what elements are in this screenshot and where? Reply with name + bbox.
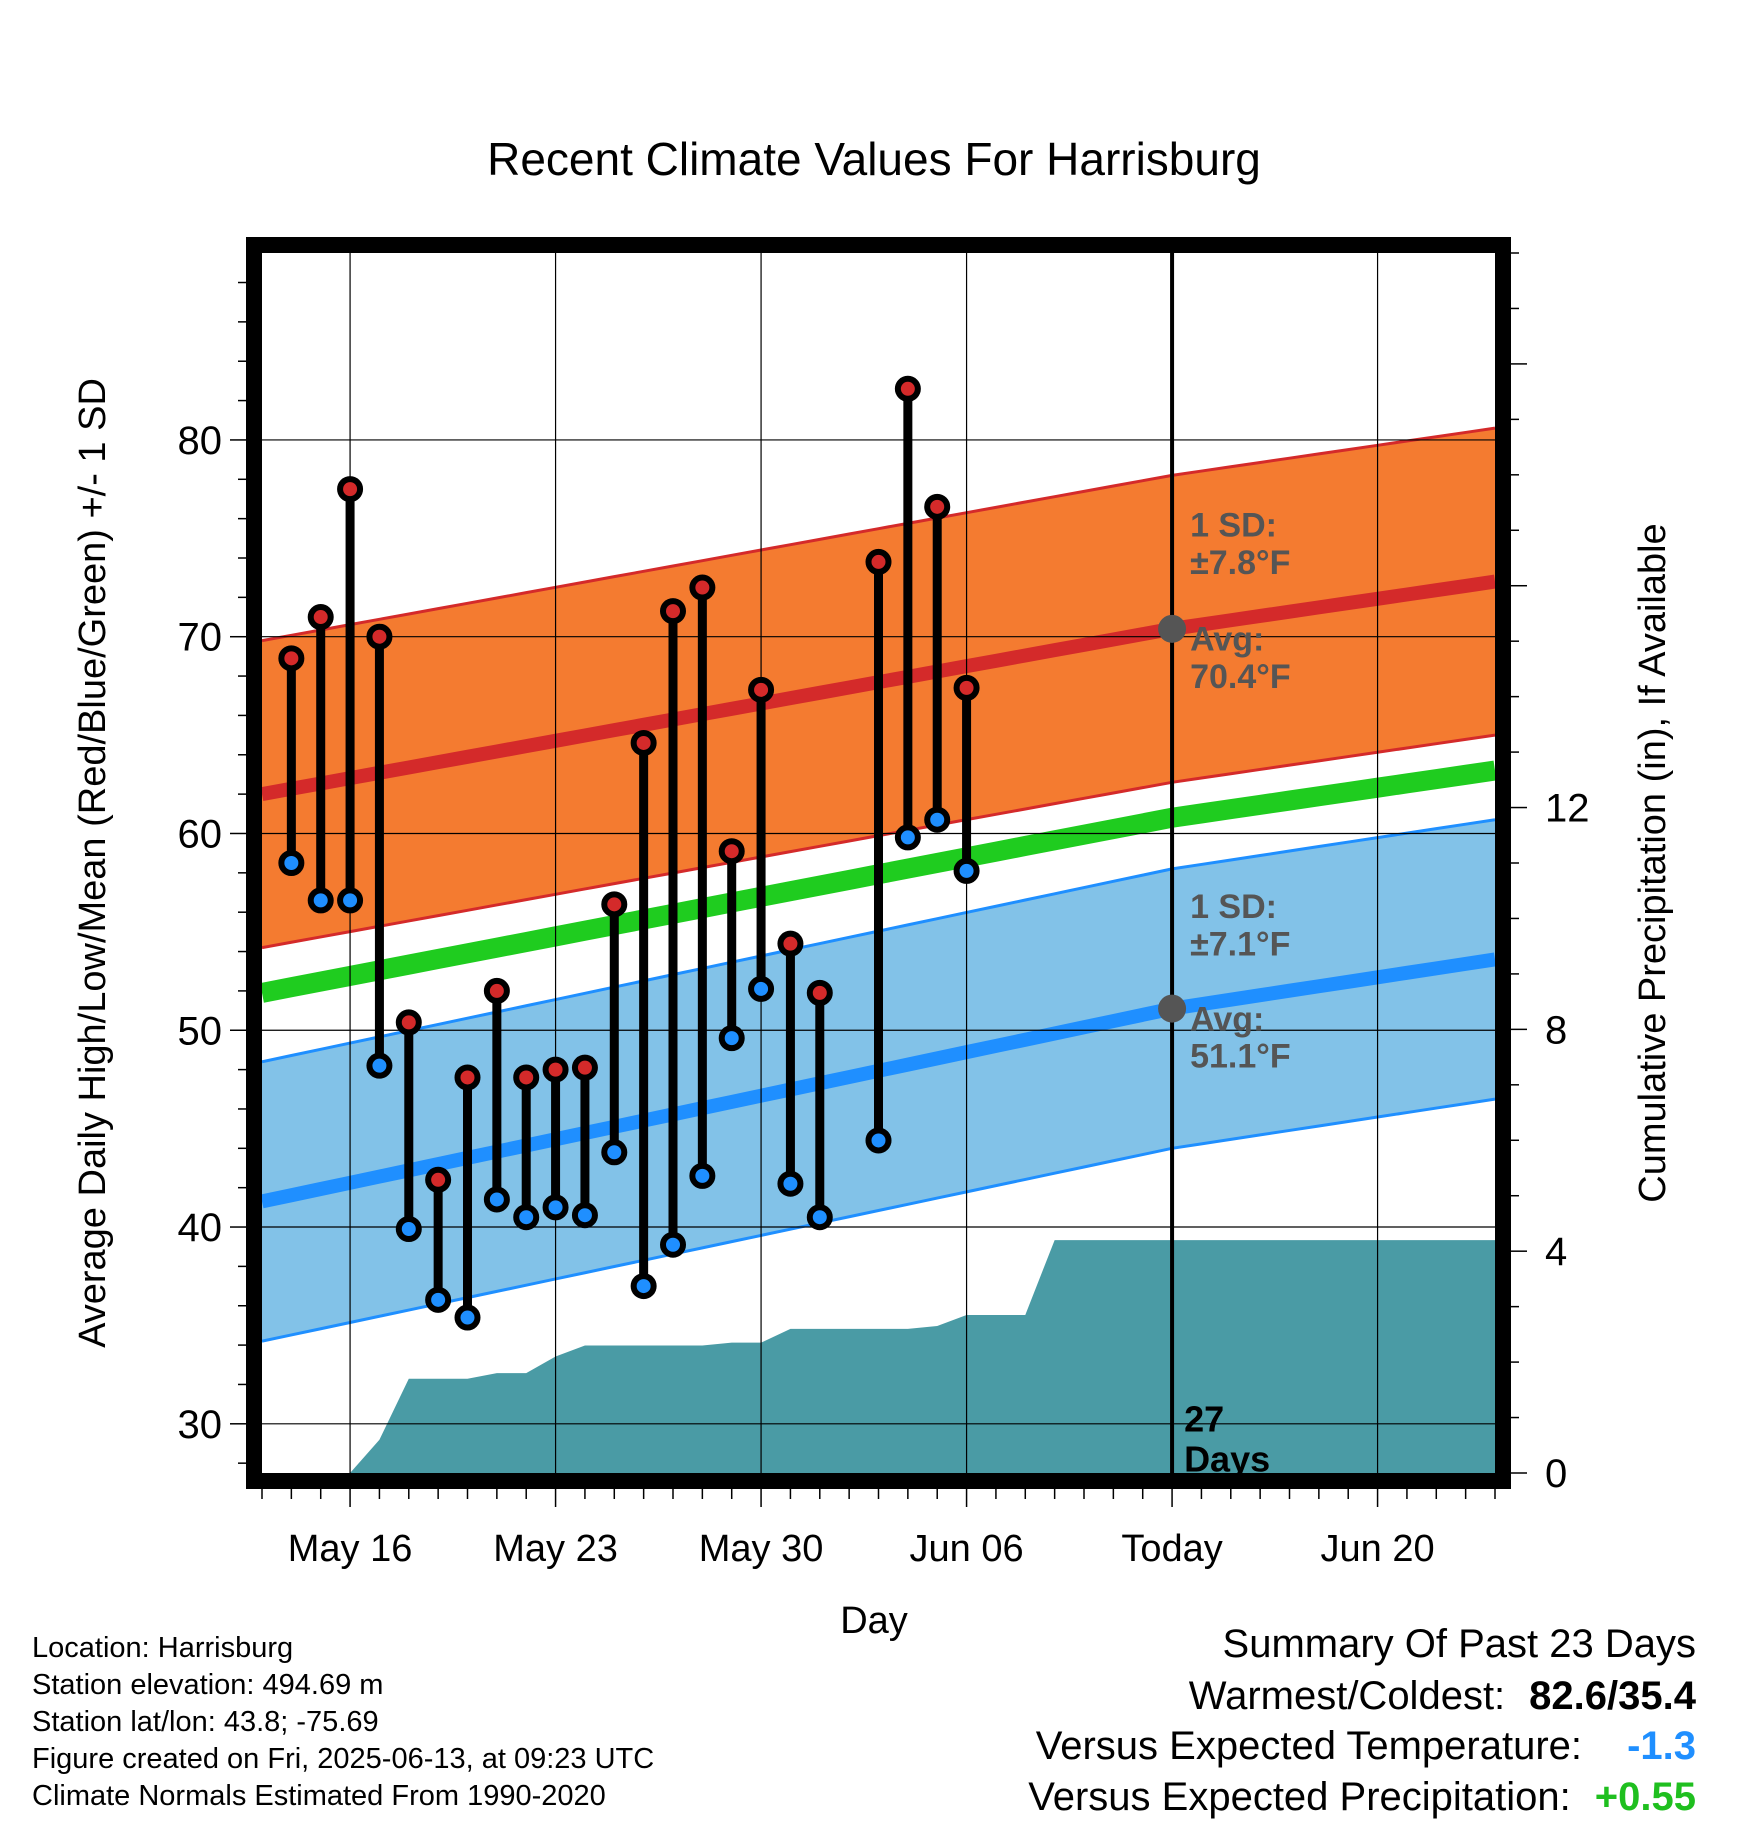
daily-high-point [865,548,892,575]
daily-low-point [894,824,921,851]
daily-low-point [425,1286,452,1313]
summary-title: Summary Of Past 23 Days [1222,1622,1696,1666]
daily-high-point [278,645,305,672]
warm-cold-label: Warmest/Coldest: [1188,1674,1506,1718]
daily-low-point [366,1052,393,1079]
daily-high-point [748,676,775,703]
warm-cold-value: 82.6/35.4 [1529,1674,1696,1718]
daily-low-point [953,857,980,884]
daily-low-point [777,1170,804,1197]
x-tick-label: May 30 [699,1528,824,1570]
y2-tick-label: 0 [1545,1452,1567,1496]
today-days-label: 27 Days [1184,1399,1270,1480]
daily-high-point [337,476,364,503]
daily-high-point [718,838,745,865]
y2-tick-label: 12 [1545,787,1590,831]
y-tick-label: 50 [178,1009,223,1053]
y-tick-label: 70 [178,616,223,660]
daily-low-point [689,1162,716,1189]
created-text: Figure created on Fri, 2025-06-13, at 09… [32,1743,655,1775]
daily-low-point [748,975,775,1002]
precip-value: +0.55 [1594,1775,1696,1819]
x-tick-label: Jun 06 [910,1528,1024,1570]
daily-high-point [395,1009,422,1036]
daily-high-point [953,674,980,701]
y-tick-label: 60 [178,812,223,856]
precip-label: Versus Expected Precipitation: [1028,1775,1571,1819]
high-avg-annotation: Avg: 70.4°F [1190,620,1291,695]
daily-low-point [718,1025,745,1052]
daily-high-point [366,623,393,650]
daily-low-point [513,1204,540,1231]
daily-low-point [924,806,951,833]
x-tick-label: Jun 20 [1321,1528,1435,1570]
daily-low-point [630,1273,657,1300]
daily-low-point [337,887,364,914]
daily-high-point [542,1056,569,1083]
daily-low-point [454,1304,481,1331]
daily-high-point [660,598,686,625]
x-tick-label: May 16 [288,1528,413,1570]
daily-high-point [483,977,510,1004]
daily-low-point [865,1127,892,1154]
normals-text: Climate Normals Estimated From 1990-2020 [32,1780,606,1812]
daily-low-point [806,1204,833,1231]
high-normal-upper-sd-line [262,426,1495,643]
daily-low-point [278,850,305,876]
daily-high-point [630,729,657,756]
x-axis-label: Day [840,1600,908,1642]
latlon-text: Station lat/lon: 43.8; -75.69 [32,1706,379,1738]
station-info: Location: Harrisburg Station elevation: … [32,1630,654,1815]
daily-high-point [425,1166,452,1193]
y-tick-label: 40 [178,1206,223,1250]
x-tick-label: May 23 [493,1528,618,1570]
daily-low-point [307,887,334,914]
y2-axis-label: Cumulative Precipitation (in), If Availa… [1632,523,1674,1202]
summary-warm-cold: Warmest/Coldest: 82.6/35.4 [1189,1674,1696,1719]
daily-high-point [454,1064,481,1091]
precipitation-area [350,1240,1495,1473]
y2-tick-label: 8 [1545,1008,1567,1052]
axes: 30 40 50 60 70 80 0 4 8 12 May 16 May 23 May 30 Jun 0… [178,252,1590,1570]
plot-border [246,237,1511,1489]
low-sd-annotation: 1 SD: ±7.1°F [1190,888,1290,963]
plot-frame [246,237,1511,1489]
chart-title: Recent Climate Values For Harrisburg [487,133,1261,185]
daily-high-point [924,493,951,520]
high-avg-marker [1158,614,1187,643]
elevation-text: Station elevation: 494.69 m [32,1669,384,1701]
summary-precipitation: Versus Expected Precipitation: +0.55 [1028,1775,1696,1820]
y-tick-label: 80 [178,419,223,463]
daily-high-point [513,1064,540,1091]
daily-high-point [894,375,921,402]
daily-low-point [395,1216,422,1242]
y-tick-label: 30 [178,1403,223,1447]
summary-temperature: Versus Expected Temperature: -1.3 [1036,1724,1696,1769]
daily-high-point [307,604,334,631]
low-avg-marker [1158,994,1187,1023]
daily-low-point [483,1186,510,1213]
daily-high-point [571,1054,598,1081]
daily-low-point [542,1194,569,1221]
low-avg-annotation: Avg: 51.1°F [1190,1000,1291,1075]
y-axis-label: Average Daily High/Low/Mean (Red/Blue/Gr… [72,378,114,1348]
temp-label: Versus Expected Temperature: [1035,1724,1582,1768]
daily-low-point [601,1139,628,1166]
high-sd-annotation: 1 SD: ±7.8°F [1190,506,1290,581]
daily-high-point [601,891,628,918]
x-tick-label: Today [1121,1528,1222,1570]
plot-area: 1 SD: ±7.8°F Avg: 70.4°F 1 SD: ±7.1°F Avg: 51.1… [262,253,1495,1480]
daily-low-point [660,1231,686,1258]
y2-tick-label: 4 [1545,1230,1567,1274]
location-text: Location: Harrisburg [32,1632,294,1664]
temp-value: -1.3 [1627,1724,1696,1768]
daily-low-point [571,1202,598,1229]
daily-high-point [689,574,716,601]
daily-high-point [777,930,804,957]
daily-high-point [806,979,833,1006]
